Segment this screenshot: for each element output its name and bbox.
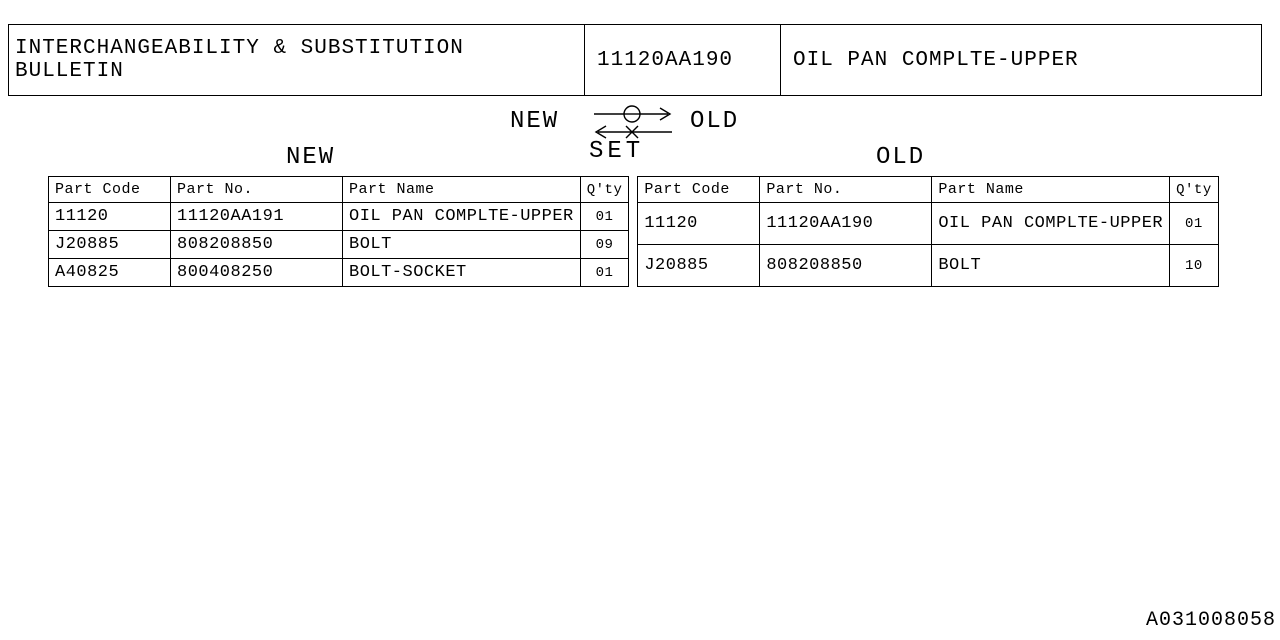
cell-code: J20885 (638, 245, 760, 287)
table-row: A40825 800408250 BOLT-SOCKET 01 (49, 259, 629, 287)
col-header-name: Part Name (343, 177, 581, 203)
table-row: 11120 11120AA190 OIL PAN COMPLTE-UPPER 0… (638, 203, 1218, 245)
cell-no: 808208850 (171, 231, 343, 259)
cell-code: 11120 (49, 203, 171, 231)
table-row: J20885 808208850 BOLT 09 (49, 231, 629, 259)
col-header-qty: Q'ty (1170, 177, 1219, 203)
table-row: J20885 808208850 BOLT 10 (638, 245, 1218, 287)
cell-name: BOLT (932, 245, 1170, 287)
cell-qty: 09 (580, 231, 629, 259)
cell-no: 800408250 (171, 259, 343, 287)
cell-name: OIL PAN COMPLTE-UPPER (343, 203, 581, 231)
col-header-no: Part No. (171, 177, 343, 203)
document-id: A031008058 (1146, 609, 1276, 632)
table-header-row: Part Code Part No. Part Name Q'ty (49, 177, 629, 203)
cell-name: OIL PAN COMPLTE-UPPER (932, 203, 1170, 245)
diagram-old-label: OLD (690, 108, 739, 135)
header-box: INTERCHANGEABILITY & SUBSTITUTION BULLET… (8, 24, 1262, 96)
header-part-no: 11120AA190 (585, 25, 781, 95)
col-header-no: Part No. (760, 177, 932, 203)
col-header-code: Part Code (49, 177, 171, 203)
col-header-code: Part Code (638, 177, 760, 203)
cell-qty: 10 (1170, 245, 1219, 287)
col-header-qty: Q'ty (580, 177, 629, 203)
diagram-set-label: SET (589, 138, 644, 165)
new-table: Part Code Part No. Part Name Q'ty 11120 … (48, 176, 629, 287)
interchange-diagram: NEW OLD SET (510, 100, 750, 160)
table-header-row: Part Code Part No. Part Name Q'ty (638, 177, 1218, 203)
diagram-new-label: NEW (510, 108, 559, 135)
cell-no: 11120AA190 (760, 203, 932, 245)
header-part-name: OIL PAN COMPLTE-UPPER (781, 25, 1261, 95)
tables-container: Part Code Part No. Part Name Q'ty 11120 … (48, 176, 1219, 287)
cell-qty: 01 (580, 203, 629, 231)
cell-code: J20885 (49, 231, 171, 259)
cell-name: BOLT (343, 231, 581, 259)
col-header-name: Part Name (932, 177, 1170, 203)
cell-no: 808208850 (760, 245, 932, 287)
cell-qty: 01 (1170, 203, 1219, 245)
cell-name: BOLT-SOCKET (343, 259, 581, 287)
cell-no: 11120AA191 (171, 203, 343, 231)
old-table: Part Code Part No. Part Name Q'ty 11120 … (637, 176, 1218, 287)
cell-code: A40825 (49, 259, 171, 287)
arrows-icon (588, 104, 684, 140)
section-label-new: NEW (286, 144, 335, 171)
table-row: 11120 11120AA191 OIL PAN COMPLTE-UPPER 0… (49, 203, 629, 231)
cell-qty: 01 (580, 259, 629, 287)
header-title: INTERCHANGEABILITY & SUBSTITUTION BULLET… (9, 25, 585, 95)
section-label-old: OLD (876, 144, 925, 171)
cell-code: 11120 (638, 203, 760, 245)
